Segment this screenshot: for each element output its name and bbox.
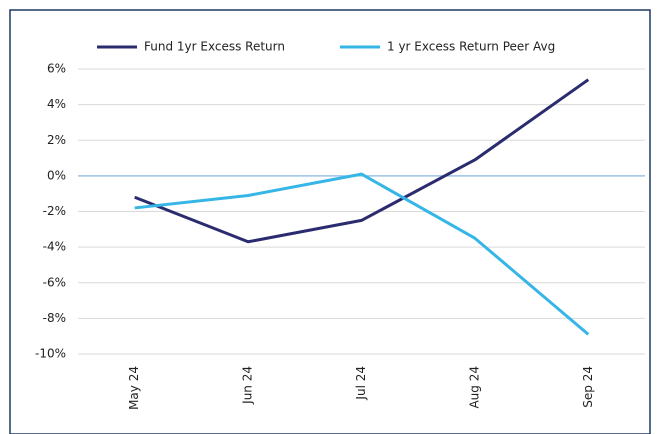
legend-label: 1 yr Excess Return Peer Avg — [387, 40, 555, 54]
y-tick-label: 4% — [47, 97, 66, 111]
y-tick-label: -4% — [43, 240, 66, 254]
x-tick-label: Jul 24 — [354, 366, 368, 401]
chart-frame — [9, 9, 651, 434]
legend-label: Fund 1yr Excess Return — [144, 40, 285, 54]
y-tick-label: -2% — [43, 204, 66, 218]
x-tick-label: Jun 24 — [241, 366, 255, 405]
x-tick-label: Aug 24 — [467, 366, 481, 409]
series-line — [134, 172, 590, 336]
y-tick-label: -8% — [43, 311, 66, 325]
y-tick-label: 6% — [47, 62, 66, 76]
series-line — [134, 78, 590, 244]
y-tick-label: -6% — [43, 275, 66, 289]
y-tick-label: 2% — [47, 133, 66, 147]
x-tick-label: May 24 — [127, 366, 141, 410]
y-tick-label: 0% — [47, 168, 66, 182]
x-tick-label: Sep 24 — [581, 366, 595, 408]
y-tick-label: -10% — [35, 347, 66, 361]
